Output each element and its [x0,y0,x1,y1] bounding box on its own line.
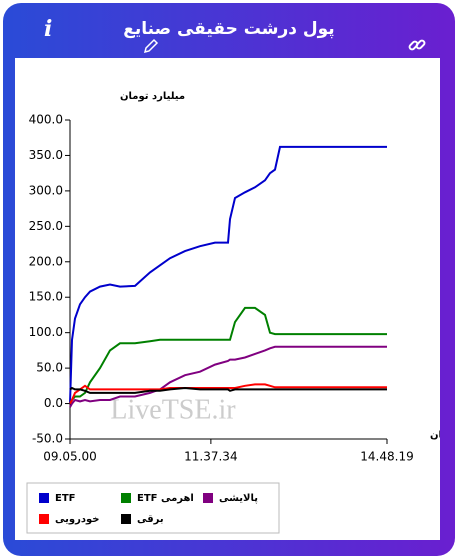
chart-panel: LiveTSE.ir میلیارد تومان زمان -50.0 0.0 50.0 1… [15,58,454,540]
series-line [69,145,387,404]
edit-icon[interactable] [143,38,159,54]
series-line [69,383,387,405]
chart: LiveTSE.ir میلیارد تومان زمان -50.0 0.0 50.0 1… [26,91,454,534]
y-tick-label: 400.0 [29,113,63,127]
y-tick-label: 50.0 [36,361,63,375]
header: i پول درشت حقیقی صنایع [6,6,452,56]
y-tick-label: 350.0 [29,148,63,162]
legend-label: ETF اهرمی [137,493,194,504]
legend-swatch [121,493,131,503]
legend-swatch [39,514,49,524]
x-tick-label: 14.48.19 [360,450,413,464]
series-line [69,306,387,405]
y-tick-label: 300.0 [29,183,63,197]
card: i پول درشت حقیقی صنایع LiveTSE.ir میلیارد… [3,3,455,556]
legend-label: برقی [137,514,164,525]
x-axis-label: زمان [430,430,440,441]
y-tick-label: 100.0 [29,325,63,339]
header-title: پول درشت حقیقی صنایع [123,19,335,39]
series-line [69,345,387,408]
legend-swatch [203,493,213,503]
legend-label: پالایشی [219,493,258,504]
legend-box [26,482,280,534]
series-line [69,386,387,394]
legend-swatch [121,514,131,524]
y-tick-label: 200.0 [29,254,63,268]
link-icon[interactable] [408,36,426,54]
y-tick-label: 150.0 [29,290,63,304]
y-axis-label: میلیارد تومان [120,91,185,102]
x-tick-label: 11.37.34 [184,450,237,464]
x-tick-label: 09.05.00 [43,450,96,464]
info-button[interactable]: i [44,16,53,42]
y-tick-label: 0.0 [44,396,63,410]
y-tick-label: 250.0 [29,219,63,233]
watermark: LiveTSE.ir [110,394,236,425]
legend-swatch [39,493,49,503]
legend-label: ETF [55,493,75,504]
legend-label: خودرویی [55,514,99,525]
y-tick-label: -50.0 [32,432,63,446]
